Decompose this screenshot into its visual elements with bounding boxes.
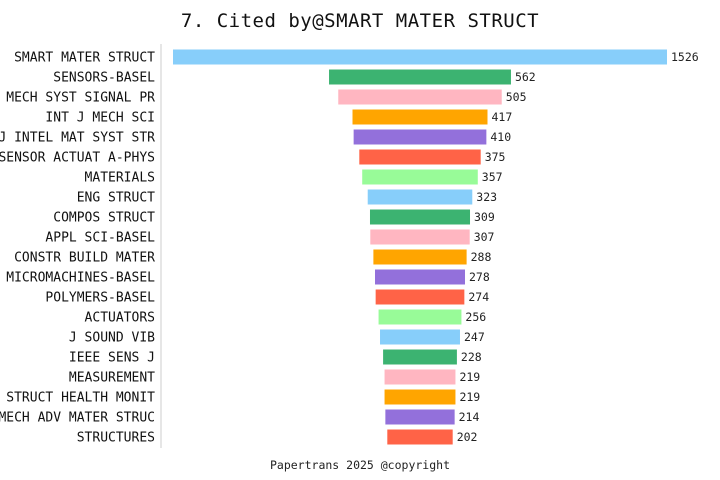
bar-value-label: 309 — [474, 210, 495, 224]
bar — [384, 389, 456, 405]
chart-footer: Papertrans 2025 @copyright — [269, 458, 450, 472]
bar — [362, 169, 478, 185]
category-label: COMPOS STRUCT — [53, 211, 155, 226]
category-label: MICROMACHINES-BASEL — [6, 271, 155, 286]
category-label: APPL SCI-BASEL — [45, 231, 155, 246]
chart-title: 7. Cited by@SMART MATER STRUCT — [180, 10, 540, 32]
bar — [338, 89, 502, 105]
category-label: SENSOR ACTUAT A-PHYS — [0, 151, 155, 166]
bar — [373, 249, 467, 265]
bar — [380, 329, 460, 345]
bar-value-label: 214 — [459, 410, 480, 424]
bar — [378, 309, 462, 325]
bar-value-label: 1526 — [671, 50, 699, 64]
bar — [359, 149, 481, 165]
bar-value-label: 256 — [465, 310, 486, 324]
bar-value-label: 307 — [474, 230, 495, 244]
bar-value-label: 288 — [471, 250, 492, 264]
bar-value-label: 375 — [485, 150, 506, 164]
category-label: SENSORS-BASEL — [53, 71, 155, 86]
category-label: IEEE SENS J — [69, 351, 155, 366]
bar-value-label: 247 — [464, 330, 485, 344]
bar — [387, 429, 453, 445]
bar — [370, 229, 470, 245]
bar-value-label: 202 — [457, 430, 478, 444]
category-label: MATERIALS — [85, 171, 155, 186]
category-label: SMART MATER STRUCT — [14, 51, 155, 66]
bar-value-label: 562 — [515, 70, 536, 84]
bar — [352, 109, 488, 125]
bar-value-label: 357 — [482, 170, 503, 184]
bar-value-label: 278 — [469, 270, 490, 284]
category-label: POLYMERS-BASEL — [45, 291, 155, 306]
bar — [384, 369, 456, 385]
bar — [353, 129, 487, 145]
category-label: MECH SYST SIGNAL PR — [6, 91, 155, 106]
bar — [375, 269, 465, 285]
bar-value-label: 219 — [459, 390, 480, 404]
bar — [329, 69, 511, 85]
bar-value-label: 274 — [468, 290, 489, 304]
category-label: INT J MECH SCI — [45, 111, 155, 126]
bars-layer: 1526 SMART MATER STRUCT 562 SENSORS-BASEL 50… — [0, 49, 699, 446]
bar — [369, 209, 471, 225]
bar — [375, 289, 465, 305]
bar-value-label: 323 — [476, 190, 497, 204]
bar — [385, 409, 455, 425]
category-label: MEASUREMENT — [69, 371, 155, 386]
category-label: J SOUND VIB — [69, 331, 155, 346]
bar — [173, 49, 667, 65]
bar — [383, 349, 457, 365]
bar — [367, 189, 473, 205]
category-label: CONSTR BUILD MATER — [14, 251, 155, 266]
bar-value-label: 228 — [461, 350, 482, 364]
bar-value-label: 219 — [459, 370, 480, 384]
category-label: STRUCTURES — [77, 431, 155, 446]
bar-value-label: 417 — [491, 110, 512, 124]
category-label: STRUCT HEALTH MONIT — [6, 391, 155, 406]
category-label: ENG STRUCT — [77, 191, 155, 206]
category-label: ACTUATORS — [85, 311, 155, 326]
bar-value-label: 410 — [490, 130, 511, 144]
category-label: MECH ADV MATER STRUC — [0, 411, 155, 426]
category-label: J INTEL MAT SYST STR — [0, 131, 155, 146]
bar-value-label: 505 — [506, 90, 527, 104]
